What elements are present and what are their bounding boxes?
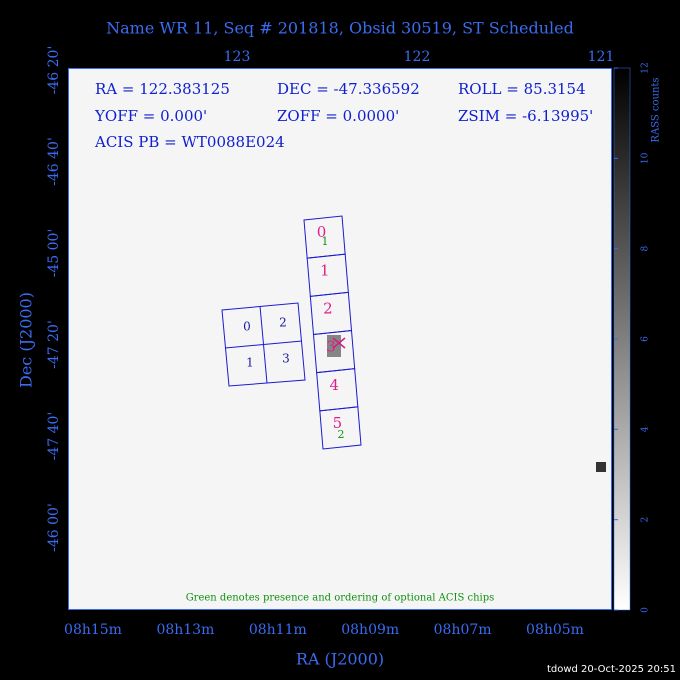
left-tick: -46 20' — [46, 46, 62, 95]
optional-chip: 1 — [322, 235, 329, 248]
acis-s-chip — [319, 406, 362, 450]
chip-label: 0 — [243, 320, 251, 334]
source-blob — [327, 335, 341, 357]
x-title: RA (J2000) — [296, 650, 384, 669]
info: ZOFF = 0.0000' — [277, 107, 399, 125]
bottom-tick: 08h15m — [64, 622, 122, 638]
colorbar-tick-label: 6 — [641, 336, 651, 342]
top-tick: 122 — [404, 49, 431, 65]
chip-label: 2 — [323, 299, 333, 317]
aimpoint — [332, 337, 346, 349]
optional-chip: 2 — [338, 428, 345, 441]
acis-i — [221, 302, 306, 387]
colorbar-tick-label: 8 — [641, 246, 651, 252]
source-blob — [596, 462, 606, 472]
top-tick: 123 — [224, 49, 251, 65]
chip-label: 1 — [320, 261, 330, 279]
info: ACIS PB = WT0088E024 — [94, 133, 285, 151]
title: Name WR 11, Seq # 201818, Obsid 30519, S… — [106, 19, 574, 38]
chip-edge — [224, 340, 303, 349]
colorbar-tick-label: 0 — [641, 607, 651, 613]
left-tick: -47 20' — [46, 320, 62, 369]
bottom-tick: 08h11m — [249, 622, 307, 638]
info: DEC = -47.336592 — [277, 80, 420, 98]
colorbar-label: RASS counts — [651, 77, 662, 142]
note: Green denotes presence and ordering of o… — [186, 593, 495, 604]
bottom-tick: 08h13m — [156, 622, 214, 638]
chip-label: 0 — [317, 223, 327, 241]
left-tick: -45 00' — [46, 229, 62, 278]
chip-label: 3 — [326, 338, 336, 356]
info: RA = 122.383125 — [95, 80, 230, 98]
bottom-tick: 08h05m — [526, 622, 584, 638]
bottom-tick: 08h09m — [341, 622, 399, 638]
chip-label: 4 — [329, 376, 339, 394]
colorbar-tick-label: 2 — [641, 517, 651, 523]
info: ZSIM = -6.13995' — [458, 107, 593, 125]
info: ROLL = 85.3154 — [458, 80, 586, 98]
colorbar-tick-label: 10 — [641, 152, 651, 164]
chip-label: 2 — [279, 316, 287, 330]
colorbar-tick-label: 4 — [641, 426, 651, 432]
footer: tdowd 20-Oct-2025 20:51 — [547, 664, 676, 675]
chip-label: 3 — [282, 352, 290, 366]
info: YOFF = 0.000' — [94, 107, 207, 125]
top-tick: 121 — [588, 49, 615, 65]
chip-label: 5 — [333, 414, 343, 432]
left-tick: -46 00' — [46, 503, 62, 552]
frame — [68, 68, 612, 610]
bottom-tick: 08h07m — [434, 622, 492, 638]
chip-label: 1 — [246, 356, 254, 370]
y-title: Dec (J2000) — [17, 292, 36, 388]
colorbar-tick-label: 12 — [641, 62, 651, 73]
left-tick: -47 40' — [46, 412, 62, 461]
left-tick: -46 40' — [46, 137, 62, 186]
